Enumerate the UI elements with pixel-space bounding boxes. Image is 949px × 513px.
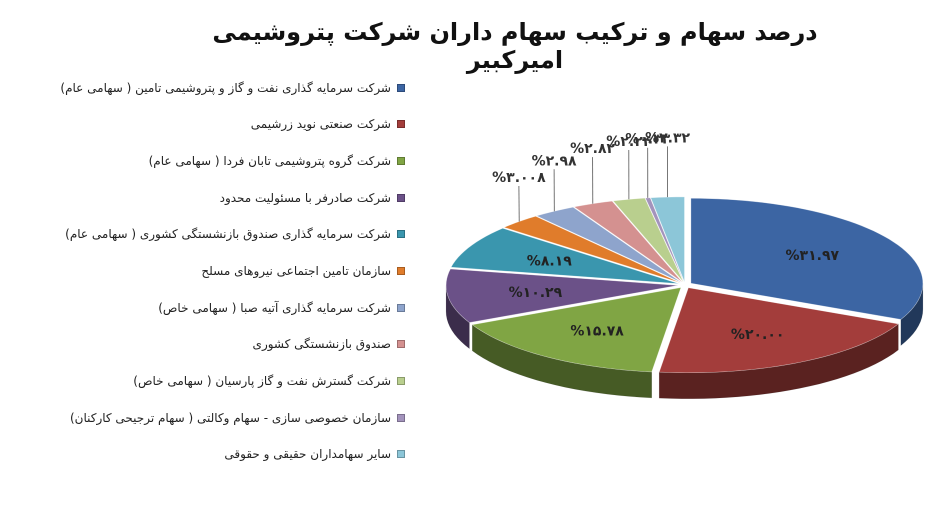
- legend-label: سایر سهامداران حقیقی و حقوقی: [224, 447, 391, 462]
- data-label: %۳.۰۰۸: [492, 170, 546, 186]
- data-label: %۱۰.۲۹: [509, 285, 563, 301]
- legend-label: سازمان تامین اجتماعی نیروهای مسلح: [201, 263, 391, 278]
- pie-slice: [471, 287, 682, 373]
- data-label: %۰.۳۳: [625, 132, 670, 148]
- legend-label: شرکت صنعتی نوید زرشیمی: [250, 117, 391, 132]
- legend-item: شرکت گسترش نفت و گاز پارسیان ( سهامی خاص…: [60, 368, 405, 395]
- data-label: %۳۱.۹۷: [786, 248, 840, 264]
- legend-label: سازمان خصوصی سازی - سهام وکالتی ( سهام ت…: [69, 410, 391, 425]
- legend-label: شرکت سرمایه گذاری صندوق بازنشستگی کشوری …: [65, 227, 391, 242]
- legend-swatch: [397, 156, 405, 165]
- data-label: %۲.۸۲: [570, 141, 615, 157]
- pie-slice: [450, 227, 679, 284]
- legend-item: شرکت سرمایه گذاری صندوق بازنشستگی کشوری …: [60, 221, 405, 248]
- legend-item: شرکت گروه پتروشیمی تابان فردا ( سهامی عا…: [60, 147, 405, 174]
- data-label: %۱۵.۷۸: [570, 323, 624, 339]
- pie-chart: %۳۱.۹۷ %۲۰.۰۰ %۱۵.۷۸ %۱۰.۲۹ %۸.۱۹ %۳.۰۰۸%۲.۹۸…: [445, 130, 924, 400]
- legend-label: شرکت گسترش نفت و گاز پارسیان ( سهامی خاص…: [133, 374, 391, 388]
- pie-slice: [503, 215, 681, 284]
- pie-slice: [690, 198, 924, 320]
- legend-item: صندوق بازنشستگی کشوری: [60, 331, 405, 358]
- legend-item: شرکت سرمایه گذاری آتیه صبا ( سهامی خاص): [60, 294, 405, 321]
- pie-slice: [612, 197, 684, 283]
- legend-swatch: [397, 193, 405, 202]
- legend-label: شرکت سرمایه گذاری نفت و گاز و پتروشیمی ت…: [60, 80, 391, 95]
- legend-swatch: [397, 340, 405, 349]
- data-label: %۲.۹۸: [532, 153, 577, 169]
- legend-item: شرکت صادرفر با مسئولیت محدود: [60, 184, 405, 211]
- pie-slice: [445, 268, 679, 323]
- legend-swatch: [397, 303, 405, 312]
- legend-swatch: [397, 83, 405, 92]
- legend-swatch: [397, 230, 405, 239]
- pie-slice: [644, 197, 685, 283]
- data-label: %۲.۳۲: [645, 130, 690, 146]
- legend-label: صندوق بازنشستگی کشوری: [252, 337, 391, 352]
- legend-item: سازمان تامین اجتماعی نیروهای مسلح: [60, 257, 405, 284]
- legend-label: شرکت گروه پتروشیمی تابان فردا ( سهامی عا…: [148, 153, 391, 168]
- data-label: %۲۰.۰۰: [731, 327, 785, 343]
- legend-label: شرکت سرمایه گذاری آتیه صبا ( سهامی خاص): [158, 300, 391, 315]
- pie-slice: [535, 206, 682, 283]
- legend-swatch: [397, 120, 405, 129]
- chart-title: درصد سهام و ترکیب سهام داران شرکت پتروشی…: [212, 18, 818, 74]
- legend-item: سایر سهامداران حقیقی و حقوقی: [60, 441, 405, 468]
- pie-slice: [658, 287, 900, 374]
- legend-item: شرکت صنعتی نوید زرشیمی: [60, 111, 405, 138]
- legend-swatch: [397, 450, 405, 459]
- chart-legend: شرکت سرمایه گذاری نفت و گاز و پتروشیمی ت…: [60, 74, 405, 478]
- legend-item: شرکت سرمایه گذاری نفت و گاز و پتروشیمی ت…: [60, 74, 405, 101]
- legend-item: سازمان خصوصی سازی - سهام وکالتی ( سهام ت…: [60, 404, 405, 431]
- data-label: %۸.۱۹: [527, 254, 572, 270]
- legend-swatch: [397, 413, 405, 422]
- legend-label: شرکت صادرفر با مسئولیت محدود: [219, 190, 391, 205]
- data-label: %۲.۲۴: [606, 134, 651, 150]
- legend-swatch: [397, 266, 405, 275]
- legend-swatch: [397, 377, 405, 385]
